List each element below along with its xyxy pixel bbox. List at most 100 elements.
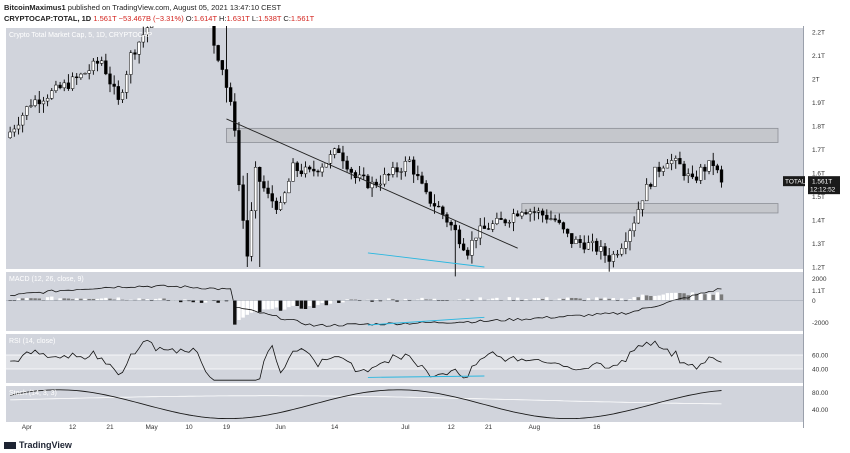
candle-body xyxy=(553,218,557,221)
author-name[interactable]: BitcoinMaximus1 xyxy=(4,3,66,12)
chart-canvas[interactable]: 2.6T2.5T2.4T2.3T2.2T2.1T2T1.9T1.8T1.7T1.… xyxy=(0,26,850,436)
macd-histogram-bar xyxy=(70,299,75,301)
candle-body xyxy=(578,239,582,244)
stoch-k-line xyxy=(10,389,722,420)
macd-histogram-bar xyxy=(649,295,653,301)
macd-histogram-bar xyxy=(266,300,270,310)
macd-tick-label: 0 xyxy=(812,298,816,305)
macd-histogram-bar xyxy=(162,298,166,301)
macd-histogram-bar xyxy=(149,300,154,302)
stoch-tick-label: 80.00 xyxy=(812,390,829,397)
price-tick-label: 2.1T xyxy=(812,53,825,60)
price-panel-title: Crypto Total Market Cap, 5, 1D, CRYPTOCA… xyxy=(9,32,152,39)
candle-body xyxy=(595,240,599,252)
macd-histogram-bar xyxy=(249,300,254,313)
macd-histogram-bar xyxy=(491,298,495,301)
candle-body xyxy=(283,192,287,203)
macd-histogram-bar xyxy=(441,300,445,302)
candle-body xyxy=(686,173,690,177)
macd-histogram-bar xyxy=(374,299,378,301)
candle-body xyxy=(574,239,578,244)
candle-body xyxy=(320,166,324,173)
candle-body xyxy=(145,27,150,36)
candle-body xyxy=(520,212,524,217)
ohlc-c-label: C: xyxy=(283,14,291,23)
candle-body xyxy=(66,82,71,89)
candle-body xyxy=(607,255,611,262)
macd-histogram-bar xyxy=(291,300,295,306)
macd-histogram-bar xyxy=(79,298,83,301)
time-tick-label: Aug xyxy=(529,424,541,431)
macd-histogram-bar xyxy=(524,298,528,301)
candle-body xyxy=(707,160,711,172)
candle-body xyxy=(507,222,512,224)
macd-histogram-bar xyxy=(536,298,541,301)
candle-body xyxy=(266,187,270,194)
candle-body xyxy=(258,166,262,182)
macd-histogram-bar xyxy=(208,300,212,302)
ohlc-low: 1.538T xyxy=(258,14,282,23)
price-tick-label: 1.1T xyxy=(812,288,825,295)
candle-body xyxy=(291,162,295,182)
candle-body xyxy=(453,224,457,231)
candle-body xyxy=(561,222,566,230)
macd-histogram-bar xyxy=(520,300,524,302)
symbol-name[interactable]: CRYPTOCAP:TOTAL, 1D xyxy=(4,14,92,23)
macd-divergence-line xyxy=(367,316,485,326)
tradingview-logo[interactable]: TradingView xyxy=(4,440,72,450)
ohlc-h-label: H: xyxy=(219,14,227,23)
macd-histogram-bar xyxy=(607,298,611,301)
macd-histogram-bar xyxy=(220,300,225,302)
price-label-box xyxy=(808,176,840,195)
candle-body xyxy=(586,242,591,250)
candle-body xyxy=(337,148,341,154)
candle-body xyxy=(582,242,586,250)
macd-histogram-bar xyxy=(495,297,499,301)
macd-histogram-bar xyxy=(337,300,341,303)
time-tick-label: 19 xyxy=(223,424,231,431)
macd-histogram-bar xyxy=(104,297,108,301)
price-tick-label: 1.7T xyxy=(812,147,825,154)
macd-histogram-bar xyxy=(545,297,549,301)
macd-histogram-bar xyxy=(66,298,71,301)
candle-body xyxy=(611,253,616,262)
candle-body xyxy=(391,167,395,175)
candle-body xyxy=(632,222,636,232)
macd-histogram-bar xyxy=(636,297,641,301)
macd-histogram-bar xyxy=(395,300,399,302)
last-price: 1.561T xyxy=(93,14,117,23)
price-panel-bg xyxy=(6,28,803,269)
macd-histogram-bar xyxy=(470,300,474,302)
time-tick-label: 16 xyxy=(593,424,601,431)
candle-body xyxy=(83,73,87,75)
macd-histogram-bar xyxy=(628,299,632,301)
candle-body xyxy=(50,90,54,99)
candle-body xyxy=(149,26,154,28)
macd-histogram-bar xyxy=(228,300,233,302)
macd-histogram-bar xyxy=(99,298,104,301)
macd-histogram-bar xyxy=(578,298,582,301)
macd-tick-label: -2000 xyxy=(812,320,829,327)
candle-body xyxy=(495,218,499,225)
candle-body xyxy=(29,105,33,107)
rsi-band xyxy=(6,355,803,369)
candle-body xyxy=(278,202,283,210)
candle-body xyxy=(16,124,21,130)
stoch-title: Stoch (14, 3, 3) xyxy=(9,390,57,397)
price-change: −53.467B (−3.31%) xyxy=(118,14,184,23)
candle-body xyxy=(669,160,674,164)
candle-body xyxy=(474,237,478,241)
macd-histogram-bar xyxy=(332,300,337,302)
macd-histogram-bar xyxy=(653,295,657,301)
macd-histogram-bar xyxy=(345,299,349,301)
candle-body xyxy=(87,70,91,74)
candle-body xyxy=(245,220,249,257)
candle-body xyxy=(120,92,125,100)
macd-histogram-bar xyxy=(25,297,29,301)
support-zone xyxy=(521,203,779,214)
macd-histogram-bar xyxy=(515,297,520,301)
candle-body xyxy=(253,166,258,211)
candle-body xyxy=(345,160,349,170)
macd-histogram-bar xyxy=(91,298,96,301)
macd-histogram-bar xyxy=(145,299,150,301)
